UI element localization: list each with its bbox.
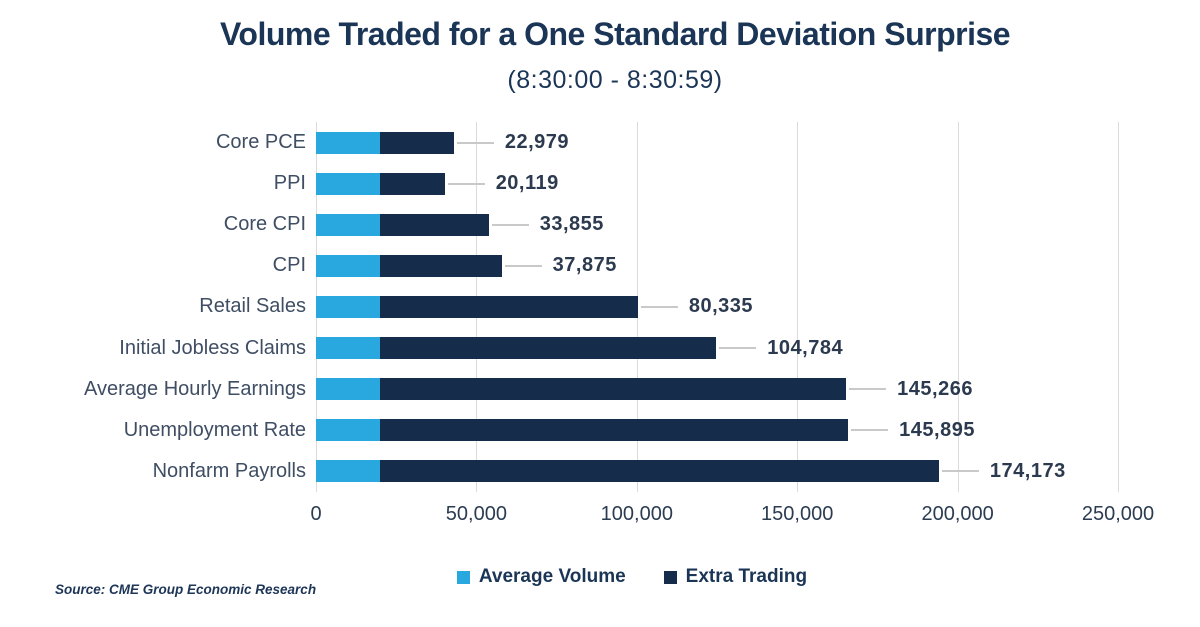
- label-leader-line: [640, 305, 678, 308]
- bar-segment-extra-trading: [380, 295, 638, 318]
- label-leader-line: [941, 470, 979, 473]
- category-label: Core PCE: [215, 131, 306, 154]
- bar-value-label: 80,335: [688, 295, 754, 318]
- bar-row: Core CPI 33,855: [0, 204, 1200, 245]
- bar-row: PPI 20,119: [0, 163, 1200, 204]
- legend-label: Average Volume: [478, 566, 626, 587]
- bar-value-label: 22,979: [504, 131, 570, 154]
- bar-segment-extra-trading: [380, 254, 502, 277]
- bar-segment-average-volume: [316, 213, 381, 236]
- legend: Average Volume Extra Trading: [0, 566, 1200, 588]
- legend-item: Average Volume: [456, 566, 626, 588]
- bar-segment-average-volume: [316, 419, 381, 442]
- bar-row: CPI 37,875: [0, 245, 1200, 286]
- category-label: Initial Jobless Claims: [119, 336, 306, 359]
- category-label: Nonfarm Payrolls: [152, 459, 306, 482]
- chart-title: Volume Traded for a One Standard Deviati…: [219, 16, 1011, 52]
- bar-segment-average-volume: [316, 460, 381, 483]
- bar-segment-average-volume: [316, 295, 381, 318]
- legend-swatch: [456, 570, 470, 584]
- x-tick-label: 200,000: [921, 503, 994, 525]
- bar-segment-average-volume: [316, 172, 381, 195]
- label-leader-line: [491, 223, 529, 226]
- legend-label: Extra Trading: [685, 566, 808, 587]
- bar-row: Initial Jobless Claims 104,784: [0, 328, 1200, 369]
- label-leader-line: [504, 264, 542, 267]
- bar-row: Nonfarm Payrolls 174,173: [0, 451, 1200, 492]
- bar-segment-average-volume: [316, 337, 381, 360]
- bar-segment-extra-trading: [380, 213, 489, 236]
- bar-value-label: 145,266: [897, 377, 973, 400]
- chart-subtitle: (8:30:00 - 8:30:59): [507, 66, 723, 94]
- gridline: [1118, 122, 1119, 492]
- label-leader-line: [851, 429, 889, 432]
- bar-segment-extra-trading: [380, 378, 847, 401]
- label-leader-line: [719, 347, 757, 350]
- bar-row: Unemployment Rate 145,895: [0, 410, 1200, 451]
- legend-item: Extra Trading: [663, 566, 808, 588]
- bar-value-label: 145,895: [899, 418, 975, 441]
- category-label: CPI: [272, 254, 306, 277]
- label-leader-line: [849, 388, 887, 391]
- bar-segment-extra-trading: [380, 419, 849, 442]
- x-tick-label: 250,000: [1081, 503, 1155, 525]
- bar-value-label: 104,784: [767, 336, 844, 359]
- bar-value-label: 37,875: [552, 254, 617, 277]
- category-label: Retail Sales: [199, 295, 306, 318]
- x-tick-label: 150,000: [761, 503, 834, 525]
- bar-value-label: 33,855: [539, 213, 604, 236]
- x-tick-label: 50,000: [445, 503, 507, 525]
- gridline: [957, 122, 959, 492]
- bar-row: Retail Sales 80,335: [0, 286, 1200, 327]
- bar-row: Average Hourly Earnings 145,266: [0, 369, 1200, 410]
- bar-segment-average-volume: [316, 254, 381, 277]
- bar-segment-extra-trading: [380, 460, 939, 483]
- bar-value-label: 20,119: [495, 172, 559, 195]
- category-label: PPI: [273, 172, 306, 195]
- gridline: [797, 122, 799, 492]
- legend-swatch: [663, 570, 677, 584]
- category-label: Core CPI: [223, 213, 306, 236]
- bar-segment-extra-trading: [380, 172, 445, 195]
- bar-segment-extra-trading: [380, 131, 454, 154]
- category-label: Average Hourly Earnings: [84, 377, 306, 400]
- x-tick-label: 100,000: [600, 503, 673, 525]
- bar-segment-average-volume: [316, 131, 381, 154]
- bar-value-label: 174,173: [989, 459, 1066, 482]
- source-note: Source: CME Group Economic Research: [55, 582, 317, 597]
- x-tick-label: 0: [310, 503, 322, 525]
- bar-segment-extra-trading: [380, 337, 717, 360]
- bar-row: Core PCE 22,979: [0, 122, 1200, 163]
- label-leader-line: [447, 182, 485, 185]
- bar-segment-average-volume: [316, 378, 381, 401]
- label-leader-line: [456, 141, 494, 144]
- category-label: Unemployment Rate: [123, 418, 306, 441]
